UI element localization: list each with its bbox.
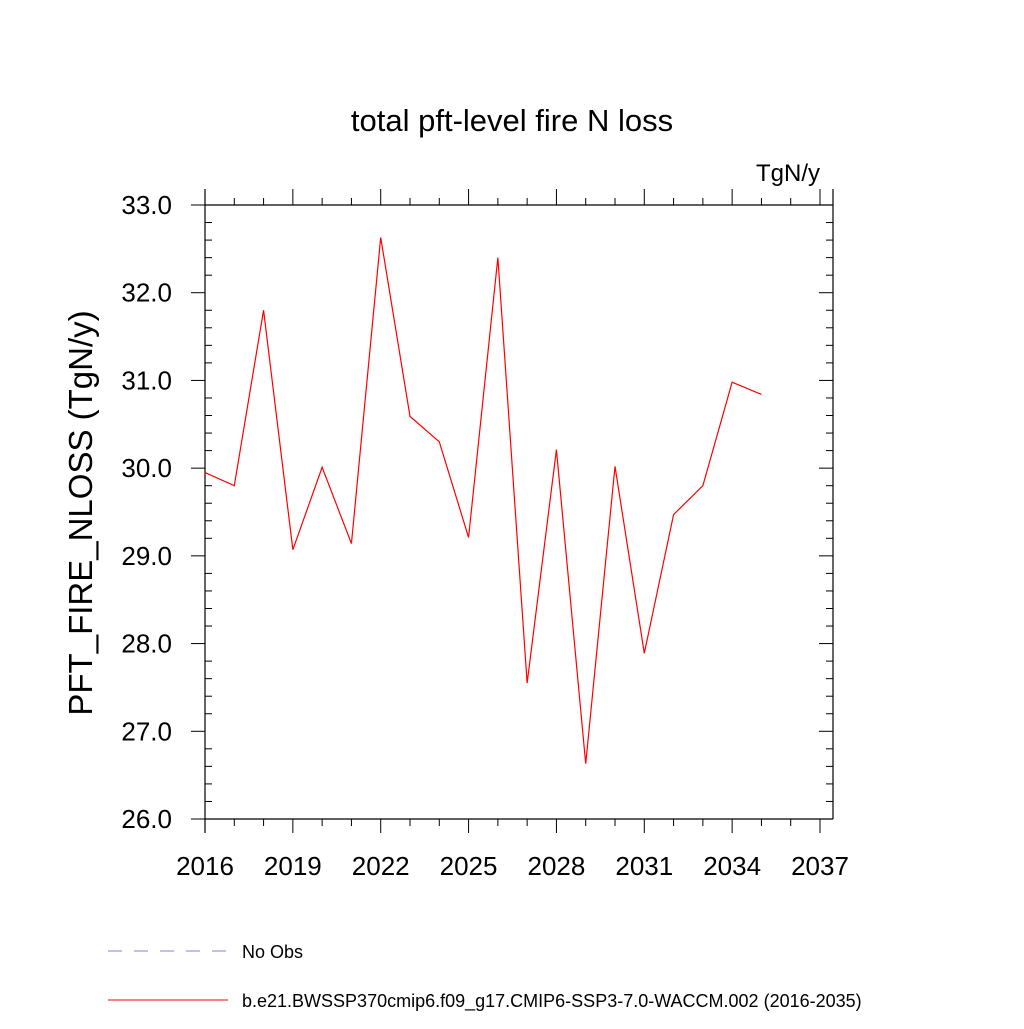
axes: [204, 189, 834, 833]
series-layer: [204, 236, 763, 765]
data-point: [701, 484, 704, 487]
legend-label: b.e21.BWSSP370cmip6.f09_g17.CMIP6-SSP3-7…: [242, 991, 862, 1012]
legend-label: No Obs: [242, 942, 303, 962]
data-point: [438, 440, 441, 443]
data-point: [291, 548, 294, 551]
x-tick-label: 2031: [615, 851, 673, 881]
data-point: [672, 513, 675, 516]
data-point: [409, 415, 412, 418]
y-tick-label: 26.0: [121, 804, 172, 834]
data-point: [555, 448, 558, 451]
x-tick-label: 2034: [703, 851, 761, 881]
y-tick-label: 28.0: [121, 629, 172, 659]
data-point: [379, 236, 382, 239]
y-tick-label: 31.0: [121, 365, 172, 395]
x-tick-label: 2016: [176, 851, 234, 881]
legend: No Obs b.e21.BWSSP370cmip6.f09_g17.CMIP6-…: [108, 942, 862, 1012]
data-point: [526, 682, 529, 685]
data-point: [467, 536, 470, 539]
y-tick-label: 33.0: [121, 190, 172, 220]
tick-labels: 2016 2019 2022 2025 2028 2031 2034 2037 26.0 27.0…: [121, 190, 849, 881]
data-point: [584, 762, 587, 765]
data-point: [262, 309, 265, 312]
data-point: [731, 381, 734, 384]
x-tick-label: 2028: [528, 851, 586, 881]
x-tick-label: 2022: [352, 851, 410, 881]
chart-title: total pft-level fire N loss: [351, 103, 673, 138]
y-tick-label: 29.0: [121, 541, 172, 571]
data-point: [760, 393, 763, 396]
y-tick-label: 27.0: [121, 716, 172, 746]
data-point: [496, 256, 499, 259]
y-axis-label: PFT_FIRE_NLOSS (TgN/y): [62, 310, 99, 715]
data-point: [643, 652, 646, 655]
data-point: [204, 471, 207, 474]
y-tick-label: 32.0: [121, 278, 172, 308]
data-point: [350, 542, 353, 545]
tick-marks: [191, 189, 833, 833]
x-tick-label: 2025: [440, 851, 498, 881]
data-point: [321, 466, 324, 469]
data-point: [233, 484, 236, 487]
series-line: [204, 237, 762, 764]
x-tick-label: 2037: [791, 851, 849, 881]
data-point: [614, 465, 617, 468]
y-tick-label: 30.0: [121, 453, 172, 483]
units-label: TgN/y: [756, 160, 820, 187]
x-tick-label: 2019: [264, 851, 322, 881]
